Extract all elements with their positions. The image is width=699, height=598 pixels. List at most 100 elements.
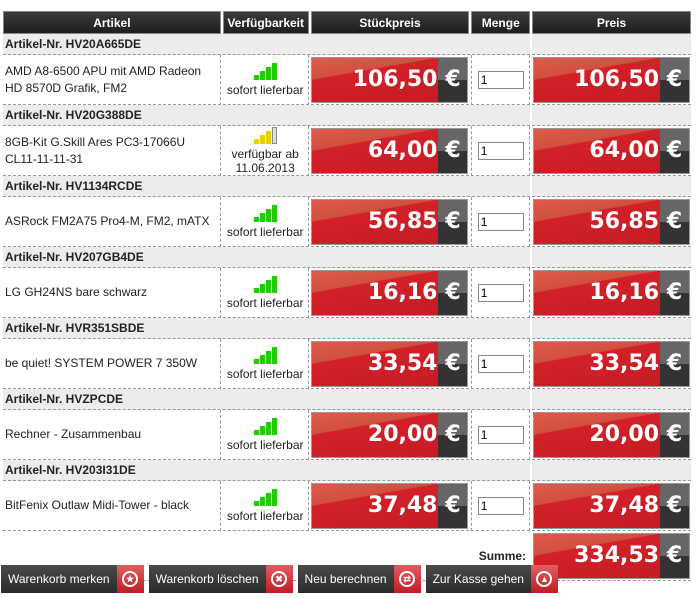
article-number-row: Artikel-Nr. HV207GB4DE (3, 247, 691, 268)
neu-berechnen-button[interactable]: Neu berechnen ⇄ (297, 565, 421, 593)
article-number: Artikel-Nr. HV1134RCDE (3, 176, 531, 197)
quantity-input[interactable] (477, 70, 524, 89)
line-price: 33,54 € (533, 340, 691, 387)
availability: sofort lieferbar (222, 339, 309, 389)
signal-bar (271, 275, 277, 293)
euro-sign: € (660, 128, 690, 173)
euro-sign: € (438, 412, 468, 457)
euro-sign: € (438, 483, 468, 528)
availability: sofort lieferbar (222, 410, 309, 460)
zur-kasse-gehen-button[interactable]: Zur Kasse gehen ▲ (425, 565, 558, 593)
quantity-input[interactable] (477, 141, 524, 160)
product-name[interactable]: AMD A8-6500 APU mit AMD Radeon HD 8570D … (3, 55, 221, 105)
product-name[interactable]: be quiet! SYSTEM POWER 7 350W (3, 339, 221, 389)
warenkorb-merken-button[interactable]: Warenkorb merken ★ (1, 565, 144, 593)
signal-bar (253, 138, 259, 144)
signal-bar (253, 358, 259, 364)
product-name[interactable]: 8GB-Kit G.Skill Ares PC3-17066U CL11-11-… (3, 126, 221, 176)
product-name[interactable]: BitFenix Outlaw Midi-Tower - black (3, 481, 221, 531)
signal-bar (259, 212, 265, 222)
availability: sofort lieferbar (222, 481, 309, 531)
article-number-row: Artikel-Nr. HV20G388DE (3, 105, 691, 126)
availability-text: verfügbar ab 11.06.2013 (231, 146, 299, 175)
signal-bar (265, 279, 271, 293)
warenkorb-löschen-button[interactable]: Warenkorb löschen ✖ (148, 565, 293, 593)
quantity-input[interactable] (477, 496, 524, 515)
quantity-input[interactable] (477, 212, 524, 231)
unit-price: 56,85 € (311, 198, 469, 245)
availability-signal-icon (253, 62, 277, 80)
cart-table: Artikel Verfügbarkeit Stückpreis Menge P… (1, 11, 693, 581)
signal-bar (265, 492, 271, 506)
signal-bar (259, 70, 265, 80)
availability-signal-icon (253, 488, 277, 506)
table-row: ASRock FM2A75 Pro4-M, FM2, mATX sofort l… (3, 197, 691, 247)
signal-bar (265, 350, 271, 364)
availability-text: sofort lieferbar (226, 437, 304, 452)
quantity-input[interactable] (477, 283, 524, 302)
euro-sign: € (660, 57, 690, 102)
line-price: 37,48 € (533, 482, 691, 529)
signal-bar (265, 66, 271, 80)
article-number-row: Artikel-Nr. HV1134RCDE (3, 176, 691, 197)
article-number: Artikel-Nr. HV20G388DE (3, 105, 531, 126)
euro-sign: € (438, 128, 468, 173)
signal-bar (253, 216, 259, 222)
table-row: Rechner - Zusammenbau sofort lieferbar 2… (3, 410, 691, 460)
signal-bar (259, 354, 265, 364)
signal-bar (253, 74, 259, 80)
quantity-input[interactable] (477, 354, 524, 373)
euro-sign: € (660, 412, 690, 457)
quantity-input[interactable] (477, 425, 524, 444)
availability: sofort lieferbar (222, 55, 309, 105)
line-price: 20,00 € (533, 411, 691, 458)
line-price: 16,16 € (533, 269, 691, 316)
availability-signal-icon (253, 346, 277, 364)
product-name[interactable]: ASRock FM2A75 Pro4-M, FM2, mATX (3, 197, 221, 247)
euro-sign: € (660, 199, 690, 244)
signal-bar (271, 417, 277, 435)
signal-bar (259, 496, 265, 506)
euro-sign: € (438, 57, 468, 102)
signal-bar (271, 346, 277, 364)
signal-bar (271, 204, 277, 222)
signal-bar (253, 429, 259, 435)
product-name[interactable]: Rechner - Zusammenbau (3, 410, 221, 460)
unit-price: 16,16 € (311, 269, 469, 316)
sum-row: Summe: 334,53 € (3, 531, 691, 581)
unit-price: 37,48 € (311, 482, 469, 529)
article-number: Artikel-Nr. HV203I31DE (3, 460, 531, 481)
signal-bar (271, 62, 277, 80)
article-number: Artikel-Nr. HV20A665DE (3, 34, 531, 55)
signal-bar (259, 425, 265, 435)
unit-price: 33,54 € (311, 340, 469, 387)
checkout-icon: ▲ (536, 571, 553, 587)
article-number: Artikel-Nr. HV207GB4DE (3, 247, 531, 268)
euro-sign: € (438, 341, 468, 386)
col-stueckpreis: Stückpreis (310, 11, 470, 34)
euro-sign: € (660, 533, 690, 578)
signal-bar (253, 287, 259, 293)
availability-text: sofort lieferbar (226, 224, 304, 239)
signal-bar (259, 134, 265, 144)
article-number-row: Artikel-Nr. HV20A665DE (3, 34, 691, 55)
euro-sign: € (438, 270, 468, 315)
availability-text: sofort lieferbar (226, 295, 304, 310)
availability-text: sofort lieferbar (226, 508, 304, 523)
availability-signal-icon (253, 275, 277, 293)
euro-sign: € (660, 341, 690, 386)
table-row: be quiet! SYSTEM POWER 7 350W sofort lie… (3, 339, 691, 389)
col-menge: Menge (471, 11, 531, 34)
line-price: 56,85 € (533, 198, 691, 245)
product-name[interactable]: LG GH24NS bare schwarz (3, 268, 221, 318)
availability-text: sofort lieferbar (226, 366, 304, 381)
availability: verfügbar ab 11.06.2013 (222, 126, 309, 176)
line-price: 106,50 € (533, 56, 691, 103)
close-icon: ✖ (271, 571, 288, 587)
unit-price: 20,00 € (311, 411, 469, 458)
availability: sofort lieferbar (222, 197, 309, 247)
signal-bar (265, 208, 271, 222)
article-number-row: Artikel-Nr. HVR351SBDE (3, 318, 691, 339)
article-number-row: Artikel-Nr. HVZPCDE (3, 389, 691, 410)
availability-text: sofort lieferbar (226, 82, 304, 97)
